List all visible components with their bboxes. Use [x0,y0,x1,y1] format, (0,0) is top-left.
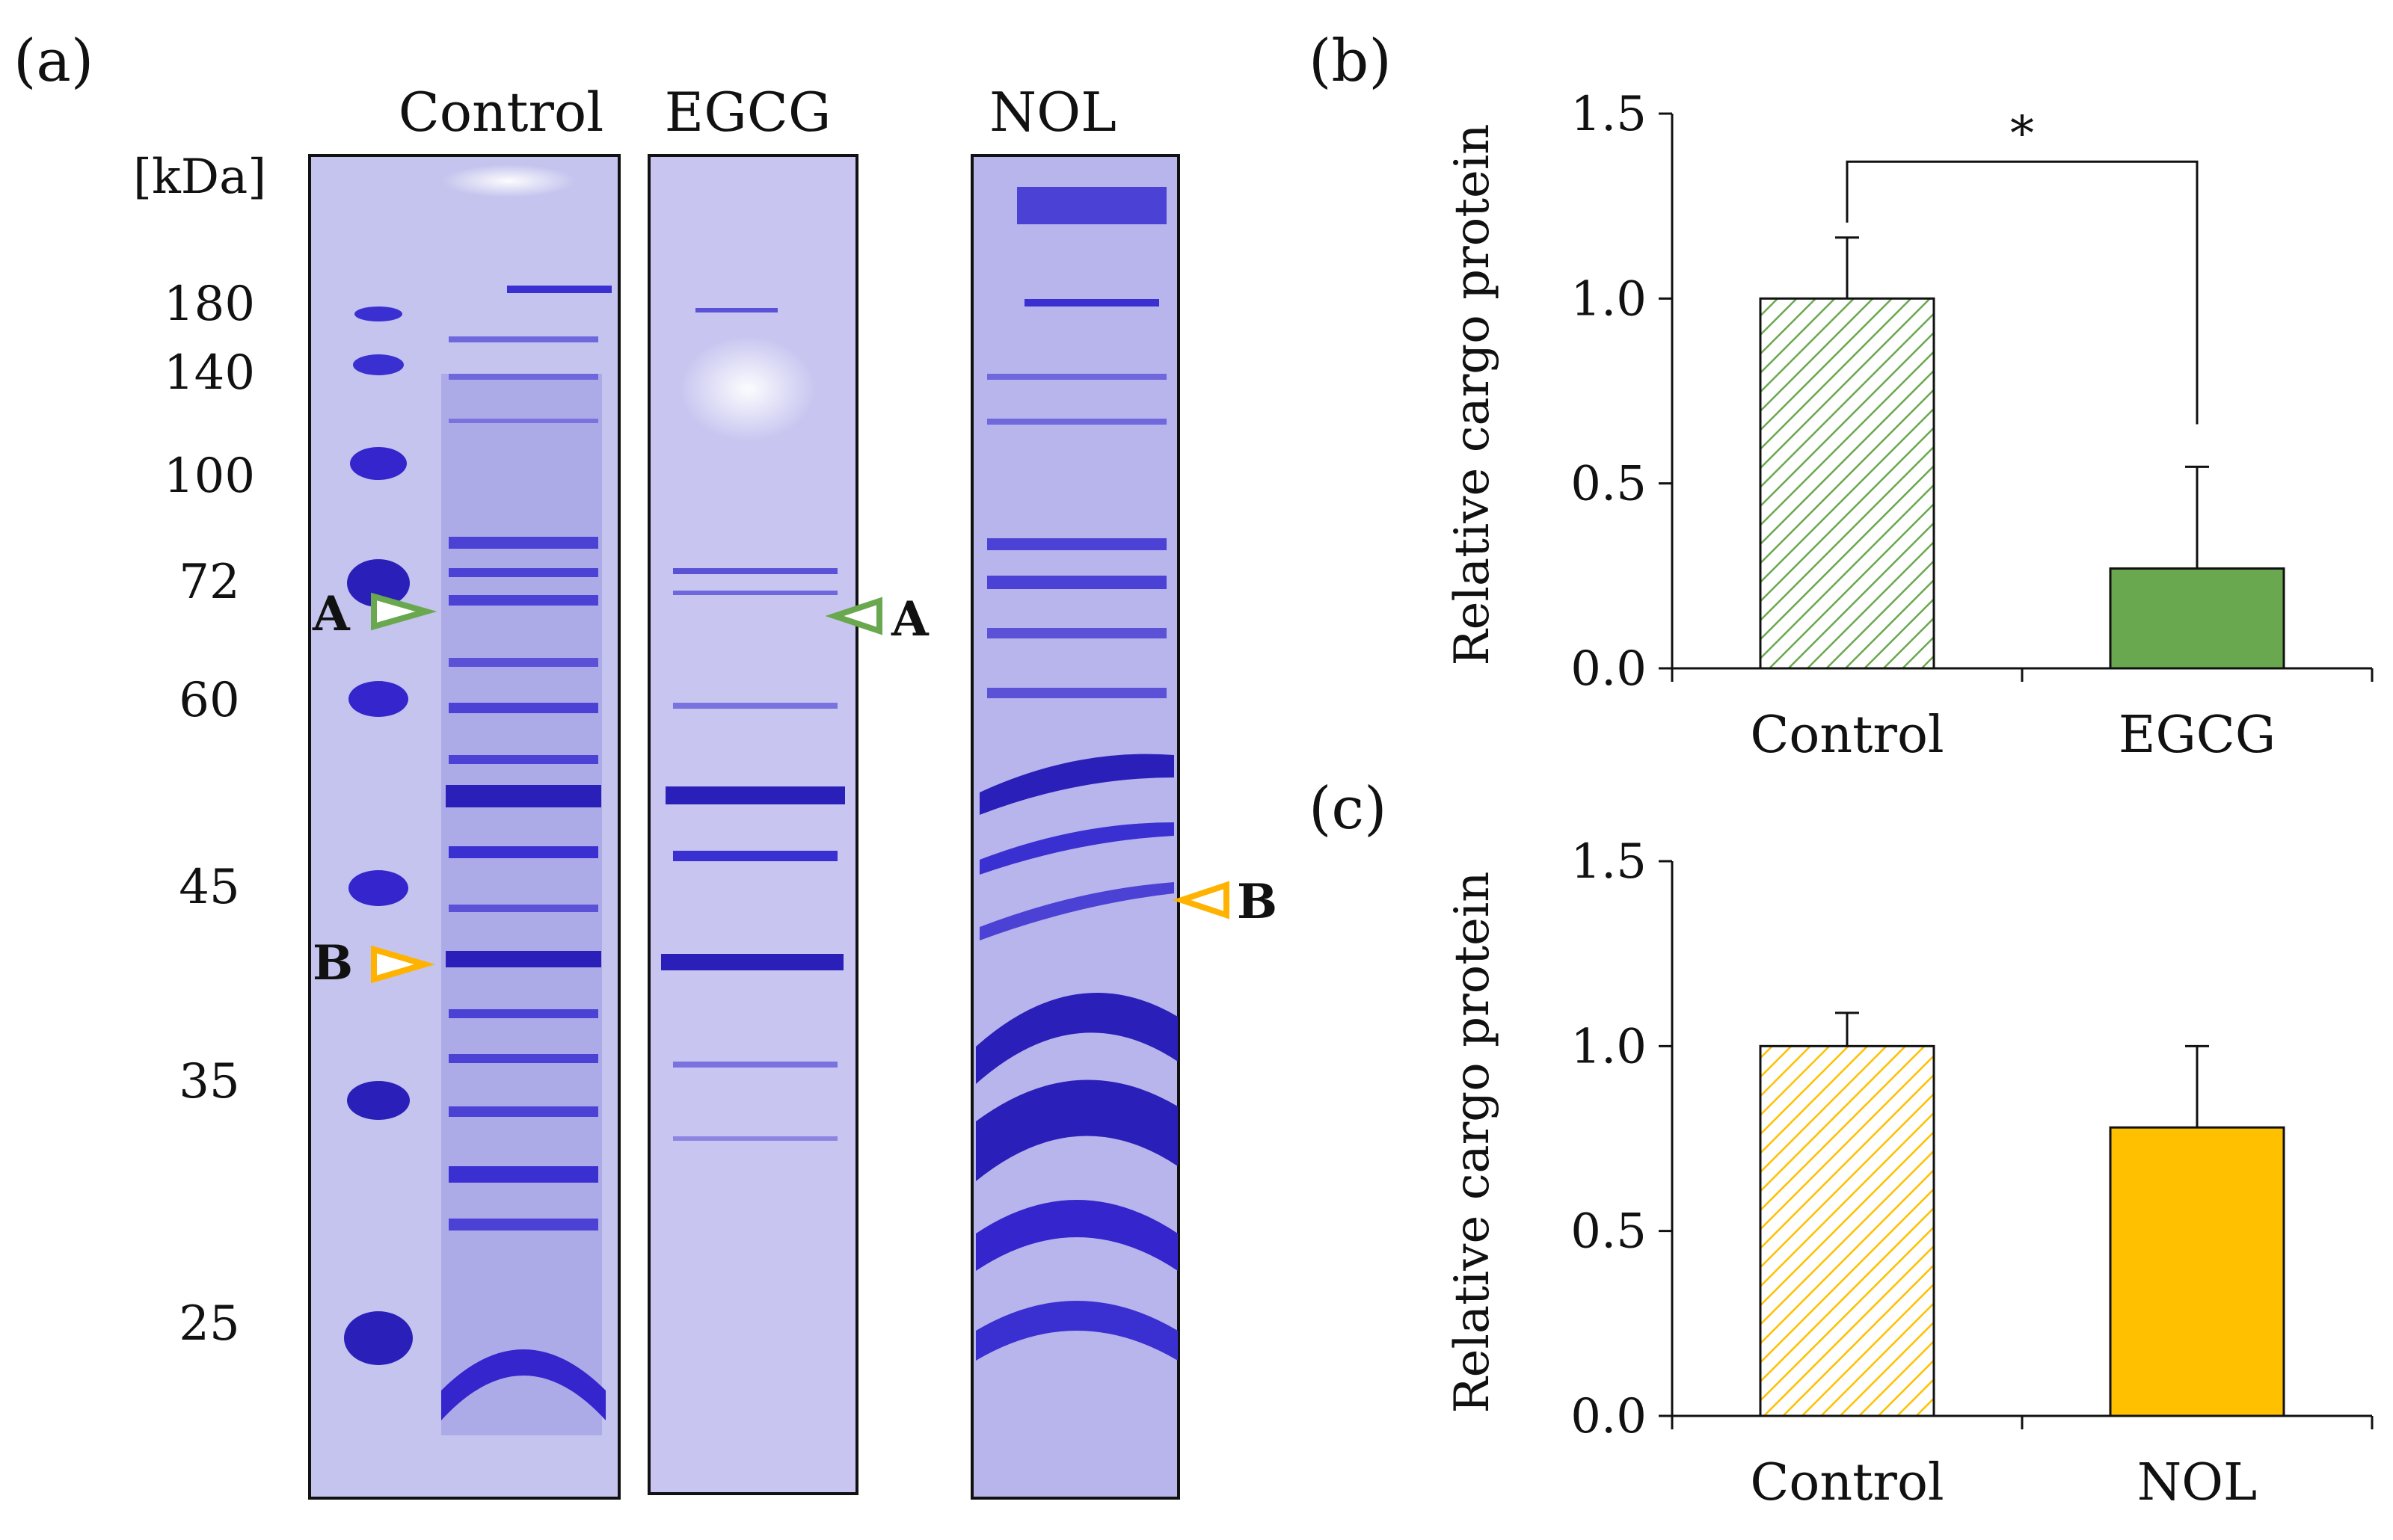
panel-a: (a) [kDa] Control EGCG NOL 180 140 100 7… [13,28,1277,1500]
mw-label-35: 35 [179,1054,239,1109]
gel-egcg [648,154,858,1495]
mw-label-140: 140 [164,345,255,401]
bar-egcg [2109,567,2285,670]
x-category-label: Control [1750,1453,1944,1512]
kda-unit-label: [kDa] [133,150,266,205]
marker-a-control-label: A [312,586,351,642]
panel-b-label: (b) [1309,28,1392,95]
significance-bracket [1846,160,2199,425]
panel-b-ylabel: Relative cargo protein [1445,123,1500,665]
y-tick-label: 0.5 [1570,457,1647,512]
mw-label-25: 25 [179,1296,239,1352]
bar-nol [2109,1126,2285,1417]
marker-b-nol: B [1172,874,1277,930]
marker-a-egcg-label: A [891,591,930,647]
lane-label-control: Control [399,81,604,144]
panel-c-chart: (c) Relative cargo protein 0.0 0.5 1.0 1.5 C… [1309,775,2374,1512]
y-tick-label: 0.5 [1570,1204,1647,1260]
mw-label-100: 100 [164,449,255,504]
gel-control [308,154,621,1500]
y-tick-label: 0.0 [1570,641,1647,697]
y-tick-label: 1.5 [1570,87,1647,142]
bar-control [1759,297,1935,670]
panel-c-ylabel: Relative cargo protein [1445,871,1500,1413]
y-tick-label: 1.0 [1570,1019,1647,1074]
marker-b-nol-label: B [1237,874,1277,930]
mw-label-72: 72 [179,555,239,610]
y-tick-label: 0.0 [1570,1389,1647,1444]
x-category-label: Control [1750,706,1944,765]
gel-nol [971,154,1180,1500]
lane-label-egcg: EGCG [665,81,832,144]
mw-label-180: 180 [164,277,255,332]
marker-a-egcg: A [825,591,930,647]
panel-c-label: (c) [1309,775,1387,843]
y-tick-label: 1.5 [1570,834,1647,890]
marker-b-control-label: B [313,935,353,991]
x-category-label: EGCG [2119,706,2276,765]
y-tick-label: 1.0 [1570,271,1647,327]
panel-a-label: (a) [13,28,93,95]
lane-label-nol: NOL [989,81,1116,144]
mw-label-45: 45 [179,860,239,915]
mw-label-60: 60 [179,673,239,728]
marker-a-control: A [312,586,437,642]
marker-b-control: B [313,935,436,991]
x-category-label: NOL [2137,1453,2257,1512]
significance-star: * [2010,106,2034,161]
bar-control [1759,1044,1935,1417]
panel-b-chart: (b) Relative cargo protein 0.0 0.5 1.0 1.5 C… [1309,28,2374,765]
